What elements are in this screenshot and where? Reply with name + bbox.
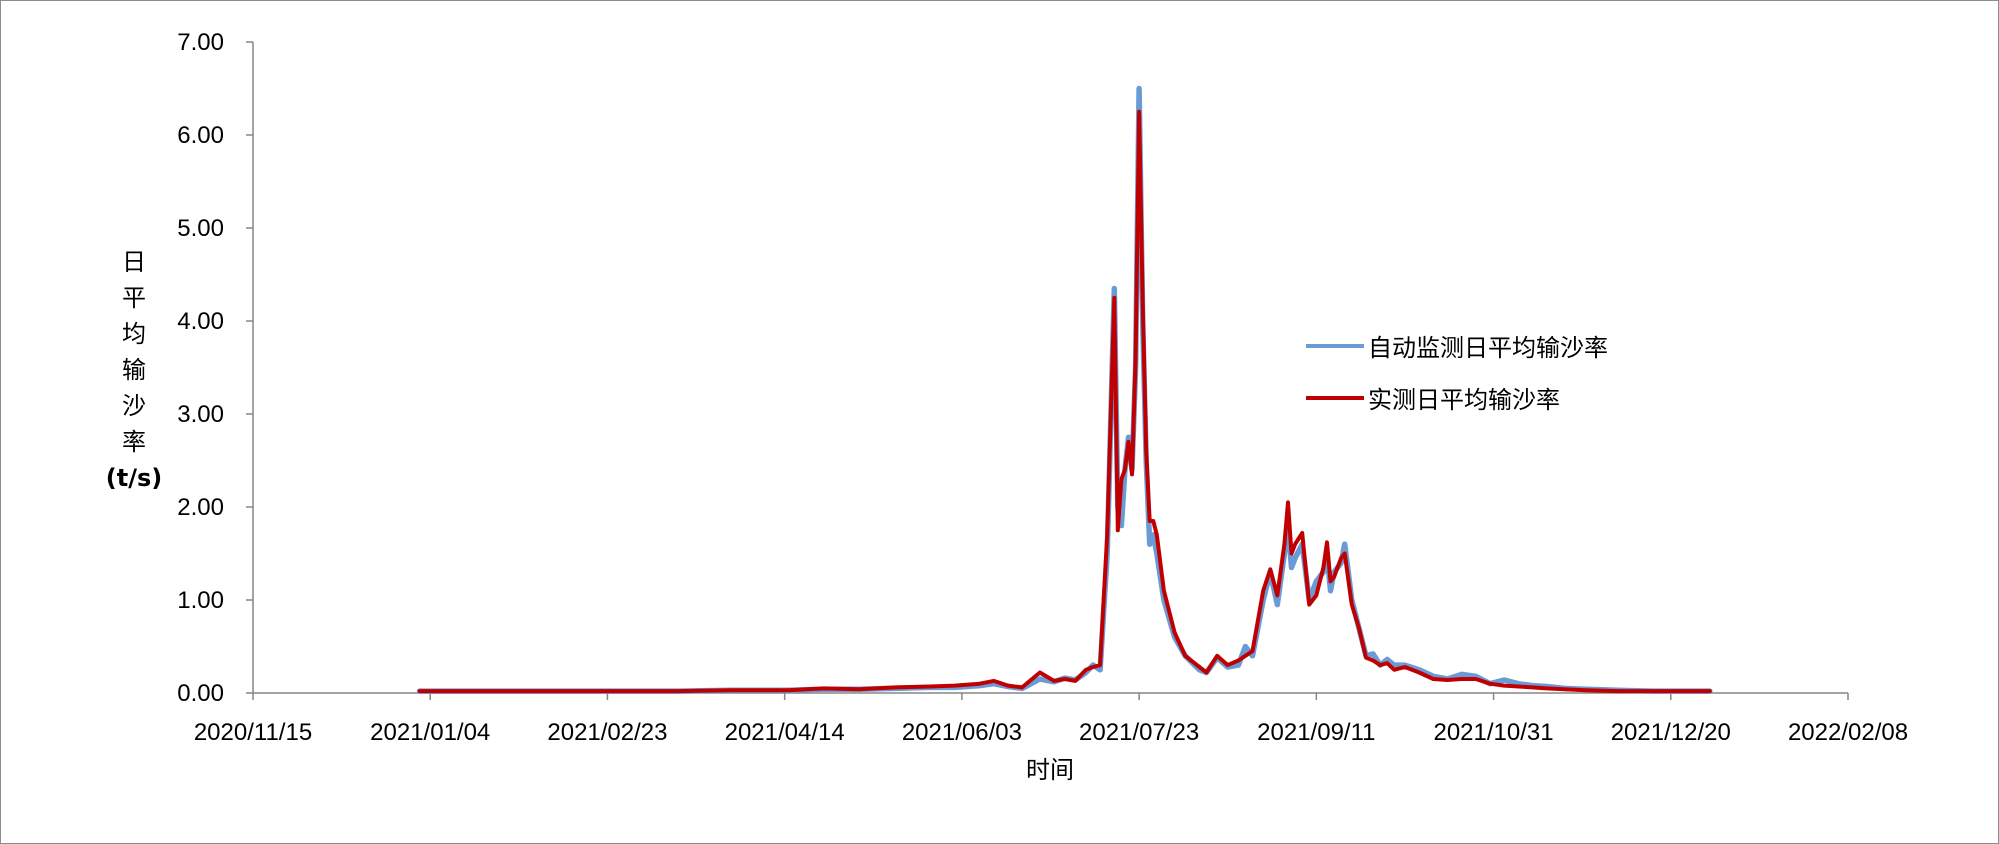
y-axis-title-char: 输 — [122, 356, 146, 384]
y-tick-label: 0.00 — [177, 680, 224, 707]
y-tick-label: 2.00 — [177, 494, 224, 521]
y-axis-title-char: 率 — [122, 428, 146, 456]
x-tick-label: 2021/09/11 — [1257, 719, 1375, 746]
y-tick-label: 3.00 — [177, 401, 224, 428]
x-tick-label: 2021/12/20 — [1611, 719, 1731, 746]
y-axis-title-char: 沙 — [122, 392, 146, 420]
x-tick-label: 2022/02/08 — [1788, 719, 1908, 746]
y-axis-title-unit: (t/s) — [106, 464, 162, 492]
y-tick-label: 6.00 — [177, 122, 224, 149]
y-axis-title-char: 日 — [122, 248, 146, 276]
x-tick-label: 2021/02/23 — [547, 719, 667, 746]
y-tick-label: 4.00 — [177, 308, 224, 335]
legend-label: 实测日平均输沙率 — [1368, 386, 1560, 414]
y-axis-title-char: 平 — [122, 284, 146, 312]
y-tick-label: 5.00 — [177, 215, 224, 242]
x-tick-label: 2021/10/31 — [1433, 719, 1553, 746]
y-tick-label: 7.00 — [177, 29, 224, 56]
y-axis-title-char: 均 — [122, 320, 146, 348]
x-tick-label: 2021/01/04 — [370, 719, 490, 746]
y-axis-title: 日平均输沙率 (t/s) — [106, 248, 162, 492]
x-tick-labels: 2020/11/15 2021/01/04 2021/02/23 2021/04/14… — [194, 693, 1908, 746]
x-tick-label: 2020/11/15 — [194, 719, 312, 746]
x-tick-label: 2021/04/14 — [725, 719, 845, 746]
series-group — [416, 85, 1713, 694]
series-line — [417, 109, 1712, 694]
legend-item[interactable]: 实测日平均输沙率 — [1306, 386, 1560, 414]
y-tick-labels: 0.00 1.00 2.00 3.00 4.00 5.00 6.00 7.00 — [177, 29, 253, 707]
axes — [252, 42, 1848, 694]
y-tick-label: 1.00 — [177, 587, 224, 614]
x-tick-label: 2021/06/03 — [902, 719, 1022, 746]
legend-item[interactable]: 自动监测日平均输沙率 — [1306, 334, 1608, 362]
x-tick-label: 2021/07/23 — [1079, 719, 1199, 746]
x-axis-title: 时间 — [1026, 756, 1074, 784]
legend-label: 自动监测日平均输沙率 — [1368, 334, 1608, 362]
